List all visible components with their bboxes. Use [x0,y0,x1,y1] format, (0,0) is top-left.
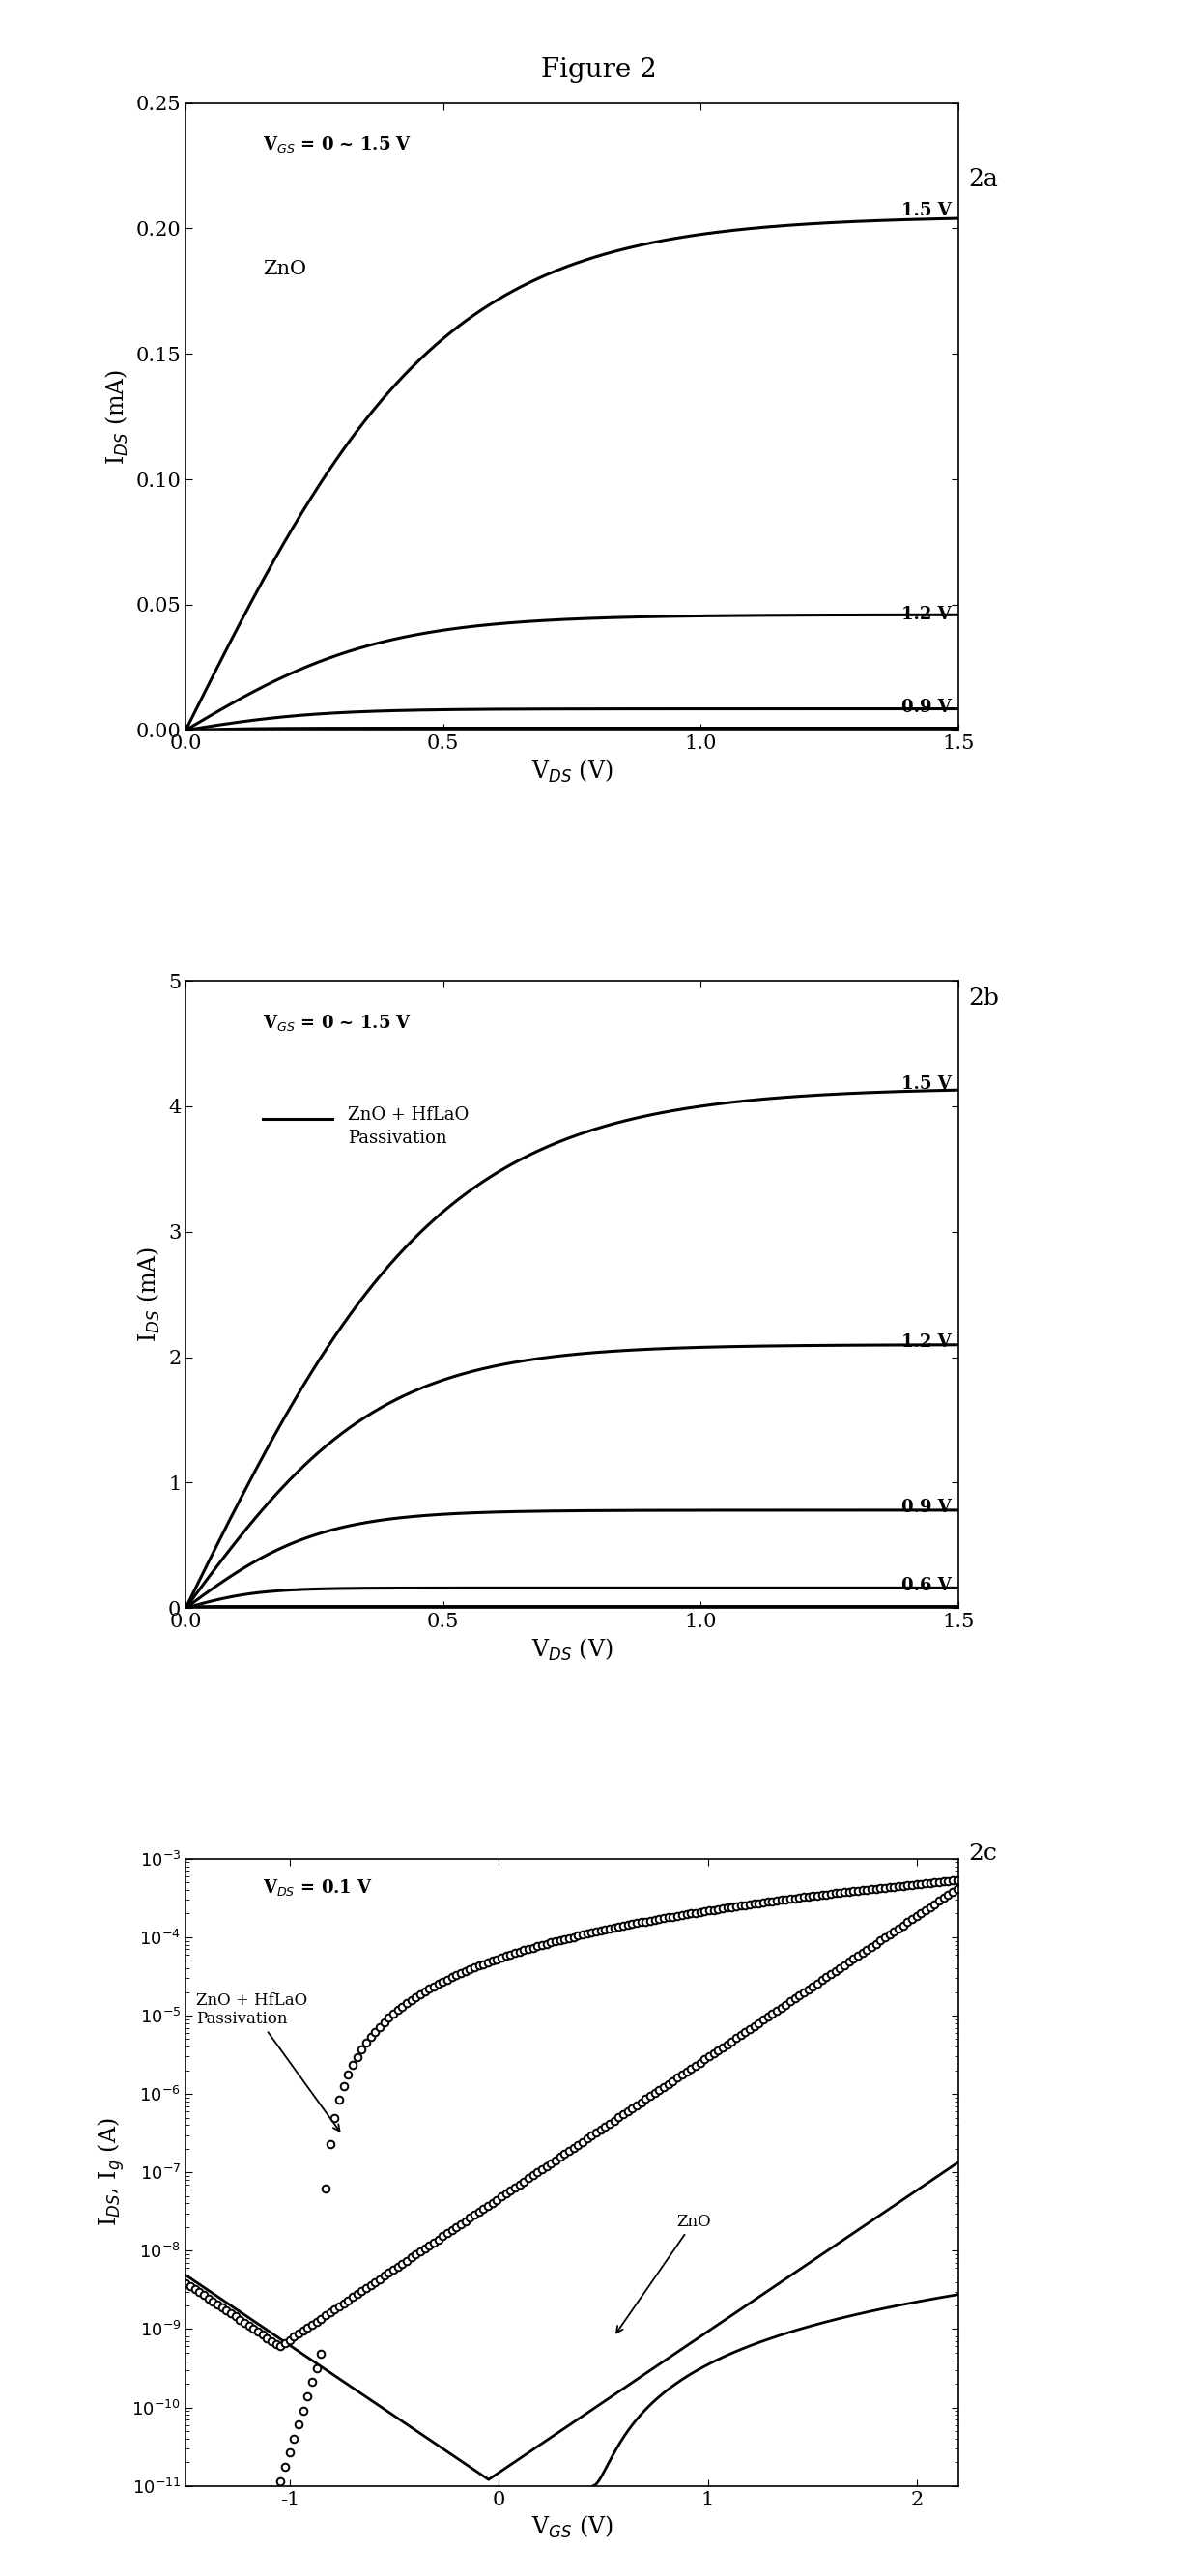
Text: ZnO + HfLaO
Passivation: ZnO + HfLaO Passivation [347,1105,468,1146]
Text: 2b: 2b [968,987,999,1010]
Text: 1.5 V: 1.5 V [902,201,951,219]
Text: ZnO: ZnO [617,2213,710,2334]
Y-axis label: I$_{DS}$ (mA): I$_{DS}$ (mA) [137,1247,163,1342]
Text: 0.6 V: 0.6 V [902,1577,951,1595]
Text: 2a: 2a [968,167,998,191]
Text: ZnO: ZnO [264,260,307,278]
Y-axis label: I$_{DS}$, I$_g$ (A): I$_{DS}$, I$_g$ (A) [96,2117,127,2226]
Y-axis label: I$_{DS}$ (mA): I$_{DS}$ (mA) [104,368,131,464]
Text: 0.9 V: 0.9 V [902,1499,951,1517]
Text: 0.9 V: 0.9 V [902,698,951,716]
X-axis label: V$_{DS}$ (V): V$_{DS}$ (V) [531,1636,613,1662]
Text: 1.2 V: 1.2 V [902,1334,951,1350]
Text: Figure 2: Figure 2 [541,57,657,82]
X-axis label: V$_{DS}$ (V): V$_{DS}$ (V) [531,757,613,786]
Text: V$_{GS}$ = 0 ~ 1.5 V: V$_{GS}$ = 0 ~ 1.5 V [264,134,412,155]
Text: 1.5 V: 1.5 V [902,1074,951,1092]
Text: 1.2 V: 1.2 V [902,605,951,623]
Text: 2c: 2c [968,1842,997,1865]
Text: ZnO + HfLaO
Passivation: ZnO + HfLaO Passivation [196,1991,339,2130]
Text: V$_{GS}$ = 0 ~ 1.5 V: V$_{GS}$ = 0 ~ 1.5 V [264,1012,412,1033]
X-axis label: V$_{GS}$ (V): V$_{GS}$ (V) [531,2514,613,2540]
Text: V$_{DS}$ = 0.1 V: V$_{DS}$ = 0.1 V [264,1878,373,1899]
